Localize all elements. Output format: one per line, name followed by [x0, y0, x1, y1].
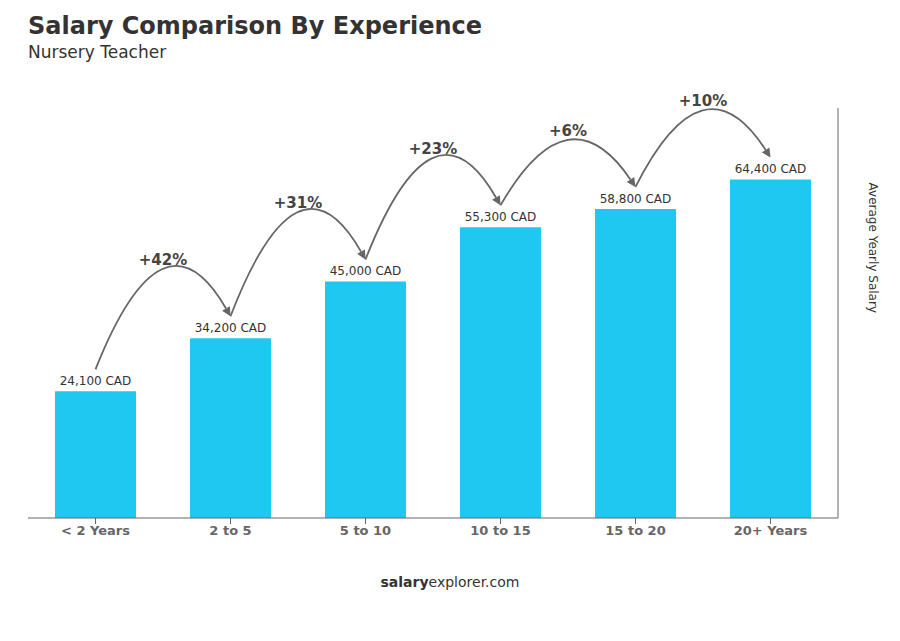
svg-text:2 to 5: 2 to 5	[209, 523, 251, 538]
svg-text:+42%: +42%	[139, 251, 187, 269]
svg-text:+23%: +23%	[409, 140, 457, 158]
svg-text:34,200 CAD: 34,200 CAD	[195, 321, 267, 335]
svg-text:20+ Years: 20+ Years	[734, 523, 808, 538]
html-text:Nursery Teacher: Nursery Teacher	[28, 42, 167, 62]
html-text:Salary Comparison By Experienc: Salary Comparison By Experience	[28, 12, 483, 40]
svg-text:55,300 CAD: 55,300 CAD	[465, 210, 537, 224]
svg-text:+6%: +6%	[549, 122, 587, 140]
svg-text:24,100 CAD: 24,100 CAD	[60, 374, 132, 388]
svg-text:58,800 CAD: 58,800 CAD	[600, 192, 672, 206]
svg-text:+31%: +31%	[274, 194, 322, 212]
svg-text:+10%: +10%	[679, 92, 727, 110]
svg-text:64,400 CAD: 64,400 CAD	[735, 162, 807, 176]
svg-text:5 to 10: 5 to 10	[340, 523, 391, 538]
svg-text:10 to 15: 10 to 15	[470, 523, 530, 538]
svg-text:15 to 20: 15 to 20	[605, 523, 665, 538]
html-text:salary explorer.com: salary explorer.com	[380, 574, 520, 590]
svg-text:< 2 Years: < 2 Years	[61, 523, 130, 538]
svg-text:Average Yearly Salary: Average Yearly Salary	[866, 183, 880, 313]
svg-text:45,000 CAD: 45,000 CAD	[330, 264, 402, 278]
